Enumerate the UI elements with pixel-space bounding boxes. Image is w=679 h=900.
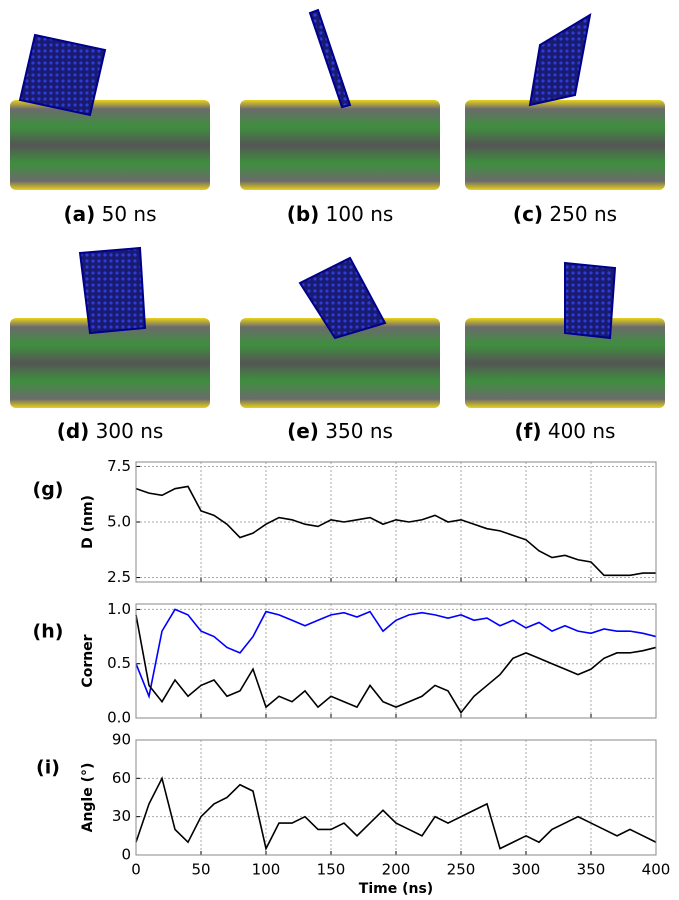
panel-label: (a) (63, 202, 95, 226)
y-tick-label: 60 (112, 769, 131, 787)
plot-frame (135, 739, 657, 856)
graphene-sheet (18, 33, 107, 117)
y-tick-label: 30 (112, 807, 131, 825)
x-tick-label: 150 (317, 861, 346, 879)
membrane (240, 100, 440, 190)
x-axis-label: Time (ns) (359, 881, 433, 897)
x-tick-label: 50 (191, 861, 210, 879)
graphene-sheet (298, 256, 387, 340)
panel-caption: (a) 50 ns (63, 202, 156, 226)
x-tick-label: 0 (131, 861, 141, 879)
panel-time: 350 ns (325, 419, 393, 443)
panel-caption: (e) 350 ns (287, 419, 393, 443)
panel-label: (b) (287, 202, 320, 226)
panel-label: (c) (513, 202, 543, 226)
chart-label: (g) (33, 479, 64, 501)
x-tick-label: 250 (447, 861, 476, 879)
y-tick-label: 0 (121, 846, 131, 864)
chart-label: (i) (36, 757, 60, 779)
graphene-sheet (78, 246, 147, 335)
x-tick-label: 400 (642, 861, 671, 879)
y-axis-label: Angle (°) (80, 763, 96, 833)
panel-time: 250 ns (549, 202, 617, 226)
membrane (465, 318, 665, 408)
x-tick-label: 100 (252, 861, 281, 879)
panel-label: (f) (515, 419, 542, 443)
panel-label: (d) (57, 419, 90, 443)
y-tick-label: 0.5 (107, 654, 131, 672)
x-tick-label: 350 (577, 861, 606, 879)
y-tick-label: 90 (112, 731, 131, 749)
data-line (135, 485, 656, 577)
data-line (135, 608, 657, 700)
panel-caption: (d) 300 ns (57, 419, 164, 443)
x-tick-label: 300 (512, 861, 541, 879)
y-tick-label: 2.5 (107, 568, 131, 586)
y-axis-label: D (nm) (80, 495, 96, 549)
graphene-sheet (308, 8, 352, 109)
panel-time: 50 ns (102, 202, 157, 226)
y-tick-label: 7.5 (107, 457, 131, 475)
y-tick-label: 5.0 (107, 513, 131, 531)
plot-frame (135, 603, 657, 719)
graphene-sheet (528, 12, 592, 107)
membrane (465, 100, 665, 190)
panel-caption: (b) 100 ns (287, 202, 394, 226)
y-tick-label: 1.0 (107, 600, 131, 618)
panel-label: (e) (287, 419, 319, 443)
panel-caption: (f) 400 ns (515, 419, 616, 443)
membrane (240, 318, 440, 408)
panel-time: 400 ns (548, 419, 616, 443)
data-line (135, 776, 657, 851)
y-axis-label: Corner (80, 634, 96, 687)
membrane (10, 318, 210, 408)
x-tick-label: 200 (382, 861, 411, 879)
panel-time: 300 ns (96, 419, 164, 443)
membrane (10, 100, 210, 190)
panel-caption: (c) 250 ns (513, 202, 617, 226)
graphene-sheet (564, 261, 617, 340)
panel-time: 100 ns (326, 202, 394, 226)
plot-frame (135, 461, 657, 583)
y-tick-label: 0.0 (107, 709, 131, 727)
data-line (135, 614, 657, 714)
chart-label: (h) (33, 621, 64, 643)
